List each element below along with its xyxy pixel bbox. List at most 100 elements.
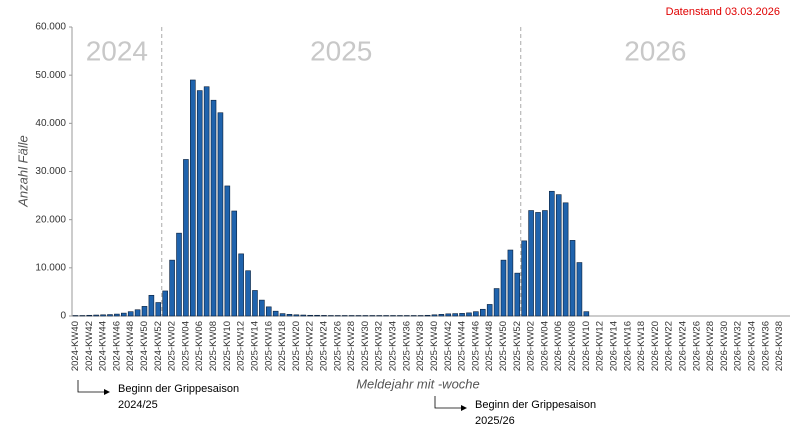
x-tick-label: 2024-KW48 bbox=[125, 321, 136, 371]
x-tick-label: 2025-KW12 bbox=[236, 321, 247, 371]
bar bbox=[562, 202, 569, 317]
x-tick-label: 2026-KW02 bbox=[526, 321, 537, 371]
bar bbox=[314, 314, 320, 317]
bar bbox=[466, 312, 472, 317]
bar bbox=[500, 259, 507, 317]
x-tick-label: 2024-KW50 bbox=[139, 321, 150, 371]
season-arrowhead bbox=[104, 389, 110, 395]
y-tick-label: 60.000 bbox=[35, 22, 66, 33]
bar bbox=[473, 311, 479, 317]
bar bbox=[521, 240, 527, 317]
season-arrow bbox=[77, 380, 104, 393]
x-tick-label: 2024-KW40 bbox=[70, 321, 81, 371]
bar bbox=[493, 288, 500, 317]
x-tick-label: 2026-KW06 bbox=[553, 321, 564, 371]
x-tick-label: 2026-KW18 bbox=[636, 321, 647, 371]
bar bbox=[231, 210, 238, 317]
x-tick-label: 2025-KW30 bbox=[360, 321, 371, 371]
bar bbox=[190, 79, 196, 317]
x-tick-label: 2026-KW22 bbox=[664, 321, 675, 371]
data-note: Datenstand 03.03.2026 bbox=[666, 6, 780, 18]
bar bbox=[120, 312, 127, 317]
x-tick-label: 2025-KW06 bbox=[194, 321, 205, 371]
bar bbox=[576, 262, 583, 317]
bar bbox=[217, 112, 224, 317]
y-tick-label: 40.000 bbox=[35, 118, 66, 129]
year-label: 2025 bbox=[310, 35, 372, 66]
bar bbox=[176, 232, 182, 317]
season-start-label: Beginn der Grippesaison bbox=[475, 399, 596, 411]
bar bbox=[528, 210, 534, 317]
x-tick-label: 2026-KW28 bbox=[705, 321, 716, 371]
y-axis-label: Anzahl Fälle bbox=[15, 135, 30, 208]
bar bbox=[569, 240, 576, 317]
bar bbox=[279, 313, 286, 317]
x-tick-label: 2024-KW44 bbox=[98, 321, 109, 371]
bar bbox=[127, 311, 134, 317]
x-tick-label: 2026-KW08 bbox=[567, 321, 578, 371]
bar bbox=[265, 306, 272, 317]
x-tick-label: 2025-KW34 bbox=[388, 321, 399, 371]
bar bbox=[107, 314, 113, 317]
bar bbox=[169, 259, 175, 317]
x-tick-label: 2025-KW52 bbox=[512, 321, 523, 371]
year-label: 2024 bbox=[86, 35, 148, 66]
bar bbox=[162, 290, 168, 317]
bar bbox=[245, 270, 251, 317]
bar bbox=[224, 185, 231, 317]
x-tick-label: 2025-KW44 bbox=[457, 321, 468, 371]
x-tick-label: 2026-KW10 bbox=[581, 321, 592, 371]
x-tick-label: 2026-KW12 bbox=[595, 321, 606, 371]
bar bbox=[307, 314, 313, 317]
bar bbox=[321, 315, 327, 317]
x-tick-label: 2025-KW10 bbox=[222, 321, 233, 371]
bar bbox=[155, 302, 162, 317]
season-arrow bbox=[434, 396, 461, 409]
x-tick-label: 2024-KW42 bbox=[84, 321, 95, 371]
x-tick-label: 2025-KW46 bbox=[470, 321, 481, 371]
x-axis-label: Meldejahr mit -woche bbox=[356, 376, 480, 391]
bar bbox=[459, 313, 465, 317]
year-label: 2026 bbox=[624, 35, 686, 66]
x-tick-label: 2025-KW08 bbox=[208, 321, 219, 371]
bar bbox=[486, 304, 493, 317]
bar bbox=[252, 290, 258, 317]
x-tick-label: 2025-KW22 bbox=[305, 321, 316, 371]
season-arrowhead bbox=[461, 405, 467, 411]
x-tick-label: 2025-KW04 bbox=[180, 321, 191, 371]
bar bbox=[479, 308, 486, 317]
x-tick-label: 2025-KW24 bbox=[319, 321, 330, 371]
x-tick-label: 2025-KW16 bbox=[263, 321, 274, 371]
x-tick-label: 2025-KW38 bbox=[415, 321, 426, 371]
x-tick-label: 2026-KW24 bbox=[678, 321, 689, 371]
bar bbox=[424, 314, 431, 317]
x-tick-label: 2025-KW48 bbox=[484, 321, 495, 371]
bar bbox=[238, 253, 244, 317]
x-tick-label: 2026-KW04 bbox=[539, 321, 550, 371]
bar bbox=[514, 272, 521, 317]
bar bbox=[438, 314, 445, 317]
x-tick-label: 2025-KW42 bbox=[443, 321, 454, 371]
bar bbox=[507, 249, 514, 317]
bar bbox=[286, 314, 293, 317]
bar bbox=[134, 309, 141, 317]
x-tick-label: 2026-KW20 bbox=[650, 321, 661, 371]
x-tick-label: 2025-KW36 bbox=[401, 321, 412, 371]
bar bbox=[583, 311, 590, 317]
x-tick-label: 2025-KW20 bbox=[291, 321, 302, 371]
y-tick-label: 20.000 bbox=[35, 214, 66, 225]
season-start-label: 2024/25 bbox=[118, 399, 158, 411]
x-tick-label: 2026-KW14 bbox=[608, 321, 619, 371]
x-tick-label: 2026-KW36 bbox=[760, 321, 771, 371]
bar bbox=[100, 314, 106, 317]
x-tick-label: 2025-KW02 bbox=[167, 321, 178, 371]
season-start-label: 2025/26 bbox=[475, 415, 515, 427]
x-tick-label: 2025-KW14 bbox=[249, 321, 260, 371]
y-tick-label: 50.000 bbox=[35, 70, 66, 81]
x-tick-label: 2025-KW26 bbox=[332, 321, 343, 371]
y-tick-label: 0 bbox=[60, 311, 66, 322]
x-tick-label: 2025-KW18 bbox=[277, 321, 288, 371]
y-tick-label: 30.000 bbox=[35, 166, 66, 177]
y-tick-label: 10.000 bbox=[35, 262, 66, 273]
